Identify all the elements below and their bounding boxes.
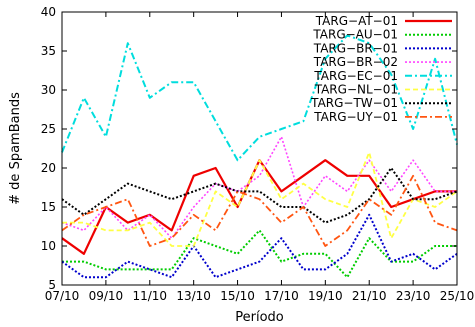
plot-frame xyxy=(61,11,458,286)
legend-label: TARG−AU−01 xyxy=(312,28,398,42)
legend-label: TARG−UY−01 xyxy=(313,110,398,124)
legend-label: TARG−TW−01 xyxy=(310,96,398,110)
legend-label: TARG−BR−01 xyxy=(313,41,398,55)
series-line-7 xyxy=(61,174,458,247)
legend: TARG−AT−01TARG−AU−01TARG−BR−01TARG−BR−02… xyxy=(310,14,452,124)
legend-label: TARG−AT−01 xyxy=(315,14,398,28)
series-layer xyxy=(61,34,458,279)
y-tick-label: 25 xyxy=(41,122,56,136)
y-tick-label: 20 xyxy=(41,161,56,175)
series-line-4 xyxy=(61,34,458,162)
y-tick-label: 10 xyxy=(41,239,56,253)
y-tick-label: 5 xyxy=(48,278,56,292)
x-tick-label: 21/10 xyxy=(352,289,387,303)
x-tick-label: 15/10 xyxy=(220,289,255,303)
x-tick-label: 09/10 xyxy=(89,289,124,303)
y-tick-label: 40 xyxy=(41,5,56,19)
series-line-5 xyxy=(62,151,458,247)
y-tick-label: 15 xyxy=(41,200,56,214)
x-tick-label: 23/10 xyxy=(396,289,431,303)
x-tick-label: 19/10 xyxy=(308,289,343,303)
x-tick-label: 13/10 xyxy=(176,289,211,303)
legend-label: TARG−NL−01 xyxy=(314,83,398,97)
x-tick-label: 11/10 xyxy=(132,289,167,303)
series-line-2 xyxy=(61,213,458,279)
series-line-1 xyxy=(62,229,457,279)
legend-label: TARG−BR−02 xyxy=(313,55,398,69)
y-axis-label: # de SpamBands xyxy=(8,92,23,205)
ticks-layer: 5 10 15 20 25 30 35 40 07/10 09/10 11/10 13/10 15/10… xyxy=(41,5,475,303)
x-axis-label: Período xyxy=(235,310,284,325)
series-line-6 xyxy=(61,167,458,224)
y-tick-label: 35 xyxy=(41,44,56,58)
y-tick-label: 30 xyxy=(41,83,56,97)
x-tick-label: 07/10 xyxy=(45,289,80,303)
x-tick-label: 25/10 xyxy=(440,289,475,303)
legend-label: TARG−EC−01 xyxy=(313,69,398,83)
x-tick-label: 17/10 xyxy=(264,289,299,303)
